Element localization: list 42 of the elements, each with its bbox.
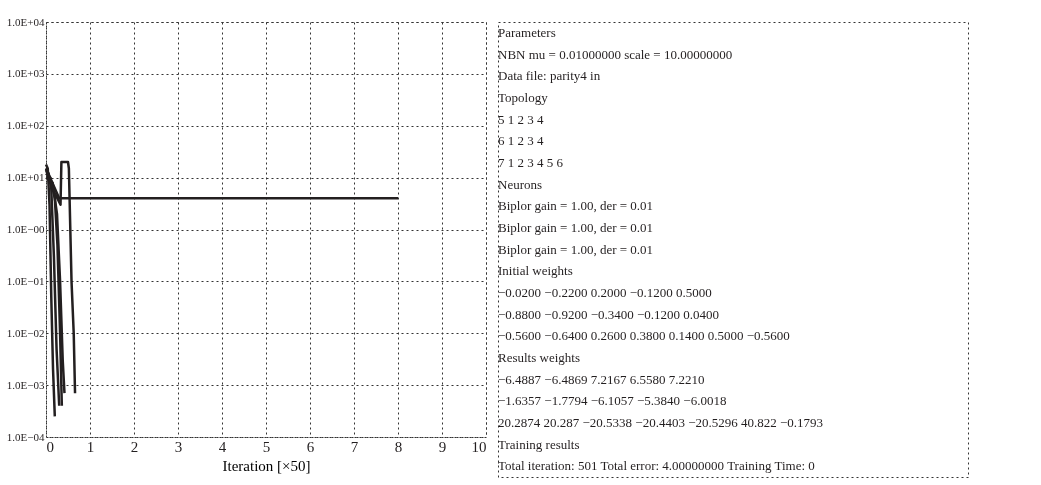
y-tick-label: 1.0E+04 — [6, 15, 45, 28]
text: Neurons — [498, 176, 543, 192]
text: Biplor gain = 1.00, der = 0.01 — [498, 198, 654, 214]
y-tick-label: 1.0E−02 — [6, 326, 45, 339]
text: 6 1 2 3 4 — [498, 133, 544, 149]
text: Initial weights — [498, 263, 573, 279]
x-tick-label: 1 — [86, 438, 95, 455]
text: Total iteration: 501 Total error: 4.00000000 Training Time: 0 — [498, 458, 815, 474]
y-tick-label: 1.0E+02 — [6, 119, 45, 132]
text: −0.8800 −0.9200 −0.3400 −0.1200 0.0400 — [498, 306, 720, 322]
text: −0.0200 −0.2200 0.2000 −0.1200 0.5000 — [498, 284, 712, 300]
text: NBN mu = 0.01000000 scale = 10.00000000 — [498, 46, 733, 62]
y-tick-label: 1.0E−00 — [6, 223, 45, 235]
text: Training results — [498, 436, 580, 452]
text: Data file: parity4 in — [498, 68, 601, 84]
text: 5 1 2 3 4 — [498, 111, 544, 127]
x-tick-label: 0 — [46, 438, 54, 455]
text: Results weights — [498, 349, 580, 365]
x-tick-label: 6 — [306, 438, 315, 455]
text: 7 1 2 3 4 5 6 — [498, 154, 564, 170]
text: Parameters — [498, 24, 556, 40]
x-tick-label: 3 — [174, 438, 183, 455]
x-tick-label: 8 — [394, 438, 403, 455]
y-tick-label: 1.0E−04 — [6, 430, 45, 443]
y-tick-label: 1.0E−03 — [6, 378, 45, 391]
x-tick-label: 2 — [130, 438, 139, 455]
x-tick-label: 9 — [438, 438, 447, 455]
text: Topology — [498, 89, 549, 105]
x-tick-label: 10 — [471, 438, 487, 455]
y-tick-label: 1.0E+03 — [6, 67, 45, 80]
y-tick-label: 1.0E+01 — [6, 171, 45, 184]
text: Biplor gain = 1.00, der = 0.01 — [498, 219, 654, 235]
x-tick-label: 5 — [262, 438, 271, 455]
x-axis-title: Iteration [×50] — [222, 457, 311, 474]
y-tick-label: 1.0E−01 — [6, 274, 45, 287]
x-tick-label: 4 — [218, 438, 227, 455]
text: −1.6357 −1.7794 −6.1057 −5.3840 −6.0018 — [498, 393, 727, 409]
text: 20.2874 20.287 −20.5338 −20.4403 −20.5296 40.822 −0.1793 — [498, 414, 824, 430]
x-tick-label: 7 — [350, 438, 359, 455]
text: Biplor gain = 1.00, der = 0.01 — [498, 241, 654, 257]
text: −0.5600 −0.6400 0.2600 0.3800 0.1400 0.5000 −0.5600 — [498, 328, 790, 344]
text: −6.4887 −6.4869 7.2167 6.5580 7.2210 — [498, 371, 705, 387]
